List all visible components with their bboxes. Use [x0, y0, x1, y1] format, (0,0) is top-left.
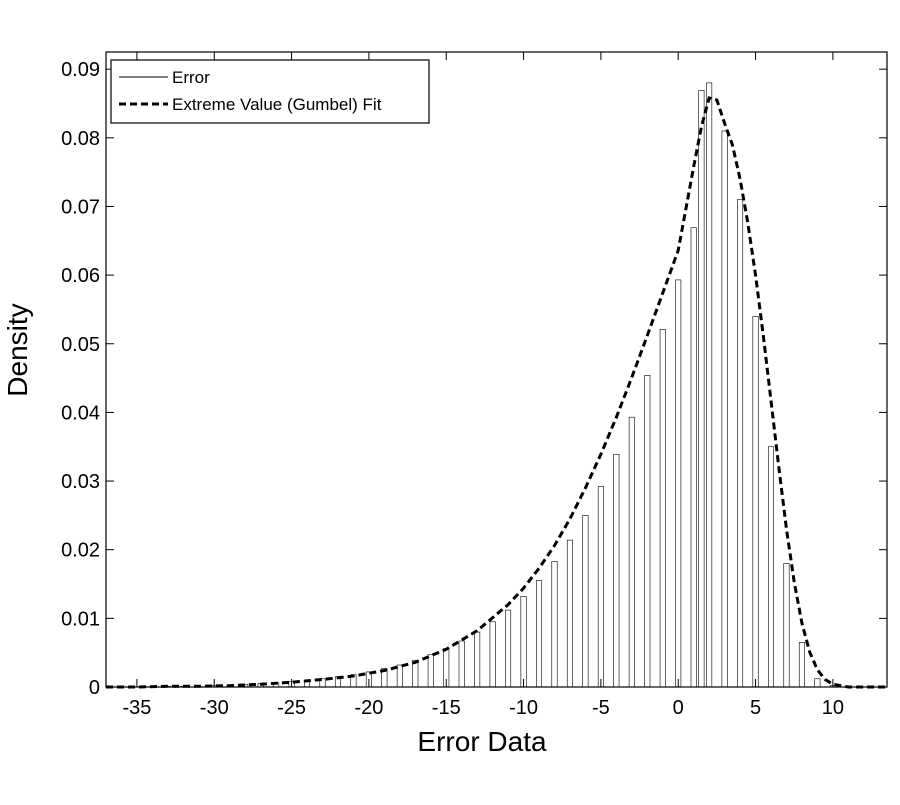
gumbel-fit-line — [106, 96, 887, 689]
y-tick-label: 0.09 — [61, 59, 100, 81]
y-tick-label: 0 — [89, 677, 100, 699]
y-tick-label: 0.07 — [61, 196, 100, 218]
ticks: -35 -30 -25 -20 -15 -10 -5 0 5 10 0 0.01 0.02 0.03 0.0… — [61, 52, 887, 719]
x-tick-label: -20 — [354, 697, 383, 719]
histogram-bar — [737, 199, 744, 688]
histogram-bar — [582, 515, 589, 688]
histogram-bar — [427, 654, 434, 688]
legend-label-error: Error — [172, 68, 210, 87]
histogram-bar — [752, 315, 759, 688]
histogram-bar — [536, 580, 543, 688]
x-tick-label: -5 — [592, 697, 610, 719]
y-tick-label: 0.03 — [61, 471, 100, 493]
histogram-bar — [675, 279, 682, 688]
y-tick-label: 0.05 — [61, 334, 100, 356]
gumbel-fit-layer — [106, 96, 887, 689]
y-tick-label: 0.02 — [61, 540, 100, 562]
histogram-bar — [644, 375, 651, 688]
histogram-bar — [659, 329, 666, 688]
plot-frame — [105, 51, 888, 688]
x-tick-label: -25 — [277, 697, 306, 719]
histogram-bar — [767, 446, 775, 688]
legend: Error Extreme Value (Gumbel) Fit — [110, 59, 430, 124]
histogram-bar — [706, 82, 713, 688]
histogram-bar — [613, 453, 620, 688]
y-tick-label: 0.06 — [61, 265, 100, 287]
histogram-bar — [698, 90, 705, 688]
histogram-bar — [489, 621, 496, 688]
axes — [105, 51, 888, 688]
x-tick-label: -35 — [122, 697, 151, 719]
histogram-bar — [458, 640, 465, 688]
histogram-bar — [798, 642, 805, 688]
histogram-bar — [566, 539, 573, 688]
histogram-bar — [597, 486, 604, 688]
y-tick-label: 0.01 — [61, 608, 100, 630]
x-axis-title: Error Data — [417, 726, 547, 757]
x-tick-label: -15 — [432, 697, 461, 719]
legend-label-gumbel: Extreme Value (Gumbel) Fit — [172, 95, 382, 114]
histogram-bars — [164, 82, 836, 688]
y-tick-label: 0.08 — [61, 128, 100, 150]
histogram-bar — [474, 631, 481, 688]
histogram-bar — [551, 561, 558, 688]
histogram-bar — [814, 678, 821, 688]
histogram-bar — [628, 416, 635, 688]
histogram-bar — [783, 563, 790, 688]
x-tick-label: 10 — [822, 697, 844, 719]
histogram-bar — [721, 130, 728, 688]
x-tick-label: -30 — [200, 697, 229, 719]
x-tick-label: 5 — [750, 697, 761, 719]
x-tick-label: -10 — [509, 697, 538, 719]
y-axis-title: Density — [2, 303, 33, 396]
histogram-bar — [505, 609, 512, 688]
x-tick-label: 0 — [673, 697, 684, 719]
histogram-bar — [690, 227, 697, 688]
legend-box — [110, 59, 430, 124]
y-tick-label: 0.04 — [61, 402, 100, 424]
histogram-bar — [520, 596, 527, 688]
